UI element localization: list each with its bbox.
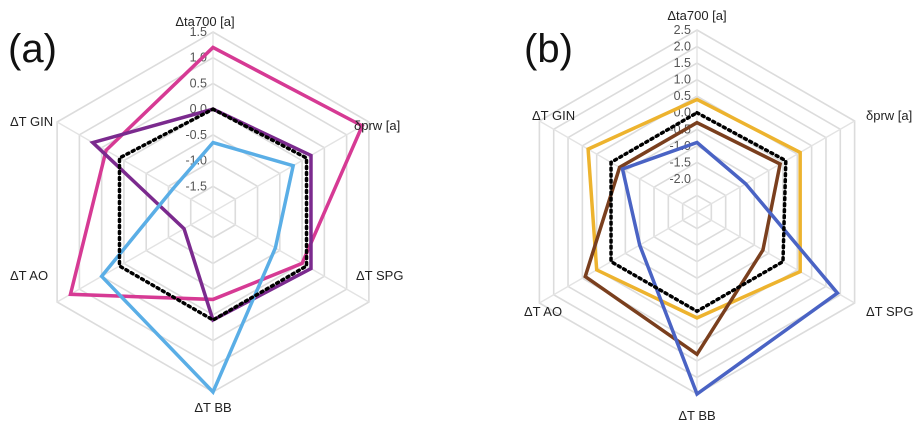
axis-label-prw-a: δprw [a] bbox=[354, 118, 400, 133]
grid-spoke-prw-a bbox=[696, 120, 855, 213]
tick-labels: 1.51.00.50.0-0.5-1.0-1.5 bbox=[185, 25, 207, 193]
grid-spoke-t-ao bbox=[56, 211, 214, 303]
tick-label-0.5: -0.5 bbox=[185, 128, 207, 142]
axis-label-t-bb: ΔT BB bbox=[194, 400, 231, 415]
grid-spoke-t-spg bbox=[696, 211, 855, 304]
tick-label-0.5: 0.5 bbox=[674, 89, 691, 103]
tick-label-1.5: -1.5 bbox=[185, 179, 207, 193]
tick-label-1.0: 1.0 bbox=[674, 73, 691, 87]
tick-label-2.0: 2.0 bbox=[674, 40, 691, 54]
axis-label-ta700-a: Δta700 [a] bbox=[667, 8, 726, 23]
series-line-3 bbox=[620, 140, 840, 397]
tick-label-1.5: 1.5 bbox=[674, 56, 691, 70]
tick-labels: 2.52.01.51.00.50.0-0.5-1.0-1.5-2.0 bbox=[669, 23, 691, 186]
tick-label-1.5: 1.5 bbox=[190, 25, 207, 39]
tick-label-1.0: 1.0 bbox=[190, 51, 207, 65]
grid-spoke-t-spg bbox=[212, 211, 370, 303]
tick-label-1.5: -1.5 bbox=[669, 155, 691, 169]
series-group bbox=[68, 45, 365, 396]
axis-label-t-gin: ΔT GIN bbox=[532, 108, 575, 123]
axis-labels: Δta700 [a] δprw [a] ΔT SPG ΔT BB ΔT AO ΔT GIN bbox=[524, 8, 913, 423]
grid-spoke-t-gin bbox=[56, 121, 214, 213]
axis-label-t-spg: ΔT SPG bbox=[866, 304, 913, 319]
tick-label-0.5: 0.5 bbox=[190, 76, 207, 90]
axis-label-t-ao: ΔT AO bbox=[524, 304, 562, 319]
axis-label-ta700-a: Δta700 [a] bbox=[175, 14, 234, 29]
tick-label-2.0: -2.0 bbox=[669, 172, 691, 186]
axis-label-prw-a: δprw [a] bbox=[866, 108, 912, 123]
axis-label-t-ao: ΔT AO bbox=[10, 268, 48, 283]
axis-labels: Δta700 [a] δprw [a] ΔT SPG ΔT BB ΔT AO ΔT GIN bbox=[10, 14, 403, 415]
radar-chart-b: (b) 2.52.01.51.00.50.0-0.5-1.0-1.5-2.0Δta… bbox=[524, 8, 913, 423]
panel-label: (b) bbox=[524, 27, 573, 71]
radar-grid bbox=[538, 29, 856, 395]
panel-label: (a) bbox=[8, 27, 57, 71]
axis-label-t-spg: ΔT SPG bbox=[356, 268, 403, 283]
series-group bbox=[583, 97, 840, 397]
tick-label-2.5: 2.5 bbox=[674, 23, 691, 37]
axis-label-t-gin: ΔT GIN bbox=[10, 114, 53, 129]
grid-spoke-prw-a bbox=[212, 121, 370, 213]
axis-label-t-bb: ΔT BB bbox=[678, 408, 715, 423]
radar-grid bbox=[56, 31, 370, 393]
grid-spoke-t-ao bbox=[539, 211, 698, 304]
